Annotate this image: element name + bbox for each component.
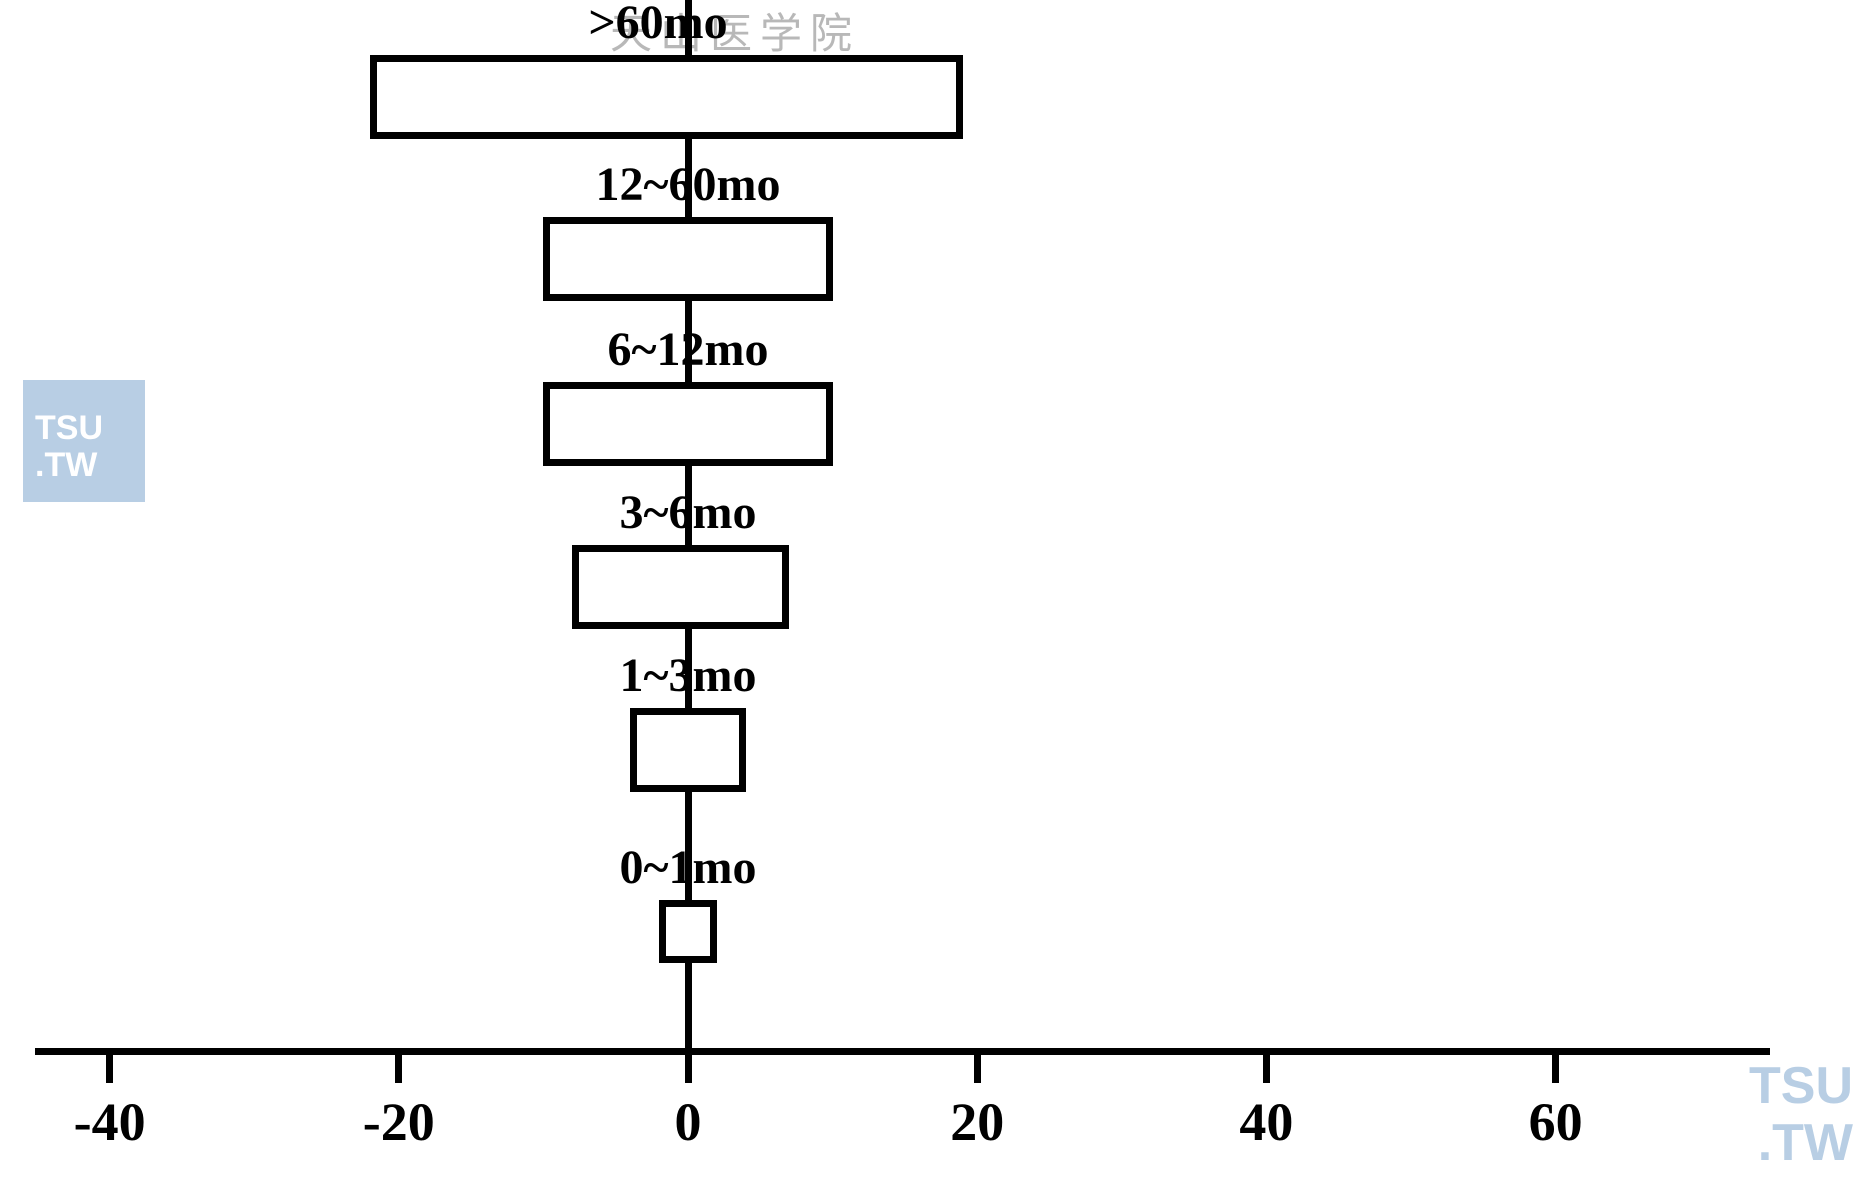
x-tick (1263, 1055, 1270, 1083)
x-tick (1552, 1055, 1559, 1083)
bar-label: >60mo (508, 0, 808, 50)
watermark-right-line2: .TW (1758, 1114, 1853, 1172)
chart-bar (370, 55, 963, 139)
watermark-right-line1: TSU (1749, 1057, 1853, 1115)
x-tick-label: 0 (628, 1091, 748, 1153)
x-tick-label: -40 (50, 1091, 170, 1153)
x-tick-label: 40 (1206, 1091, 1326, 1153)
x-tick (395, 1055, 402, 1083)
x-tick (685, 1055, 692, 1083)
chart-bar (572, 545, 789, 629)
chart-bar (659, 900, 717, 963)
x-axis-line (35, 1048, 1770, 1055)
chart-bar (630, 708, 746, 792)
x-tick (106, 1055, 113, 1083)
chart-bar (543, 382, 832, 466)
chart-bar (543, 217, 832, 301)
bar-label: 1~3mo (538, 648, 838, 703)
x-tick-label: 60 (1496, 1091, 1616, 1153)
bar-label: 3~6mo (538, 485, 838, 540)
x-tick (974, 1055, 981, 1083)
plot-area: -60-40-200204060>60mo12~60mo6~12mo3~6mo1… (10, 0, 1865, 1204)
bar-label: 6~12mo (538, 322, 838, 377)
x-tick-label: -20 (339, 1091, 459, 1153)
chart-container: 天山医学院 TSU .TW -60-40-200204060>60mo12~60… (10, 0, 1855, 1204)
bar-label: 0~1mo (538, 840, 838, 895)
x-tick-label: 20 (917, 1091, 1037, 1153)
bar-label: 12~60mo (538, 157, 838, 212)
watermark-right-text: TSU .TW (1749, 1058, 1853, 1172)
